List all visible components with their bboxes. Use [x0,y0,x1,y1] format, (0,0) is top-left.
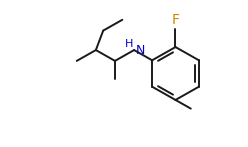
Text: H: H [124,39,133,49]
Text: N: N [135,44,145,57]
Text: F: F [172,13,180,27]
